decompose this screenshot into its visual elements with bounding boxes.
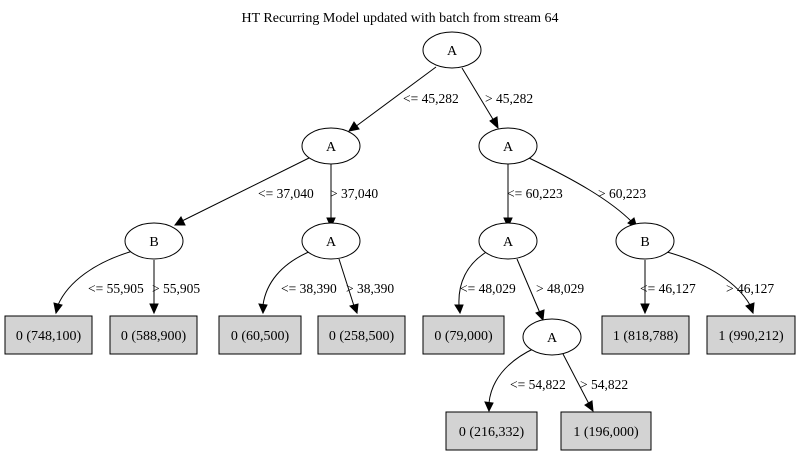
edge-lr-lrl [258,250,312,315]
leaf-rlrl: 0 (216,332) [445,411,538,451]
node-right: A [478,127,538,165]
edge-root-left [348,66,437,132]
node-rlr: A [522,318,582,356]
node-rr: B [615,222,675,260]
diagram-title: HT Recurring Model updated with batch fr… [242,11,559,26]
edge-label-ll-llr: > 55,905 [152,281,200,296]
leaf-rll: 0 (79,000) [422,315,505,355]
leaf-llr-label: 0 (588,900) [121,329,187,344]
edge-rl-rlr [516,258,545,322]
node-lr: A [301,222,361,260]
edge-rr-rrr [666,251,755,315]
edge-rl-rll [454,250,489,315]
leaf-lll-label: 0 (748,100) [16,329,82,344]
edge-label-root-right: > 45,282 [485,91,533,106]
node-rlr-label: A [547,331,558,346]
leaf-lll: 0 (748,100) [4,315,93,355]
leaf-rlrr: 1 (196,000) [560,411,652,451]
leaf-rll-label: 0 (79,000) [434,329,493,344]
edge-rlr-rlrr [562,353,594,413]
leaf-lrr: 0 (258,500) [317,315,406,355]
edge-label-rlr-rlrr: > 54,822 [580,377,628,392]
edge-ll-lll [53,250,134,315]
edge-label-ll-lll: <= 55,905 [88,281,144,296]
leaf-lrl-label: 0 (60,500) [231,329,290,344]
node-right-label: A [503,140,514,155]
leaf-rlrl-label: 0 (216,332) [459,425,525,440]
edge-label-left-ll: <= 37,040 [258,186,314,201]
leaf-lrl: 0 (60,500) [218,315,302,355]
node-rl-label: A [503,235,514,250]
edge-lr-lrr [338,258,359,315]
leaf-llr: 0 (588,900) [109,315,198,355]
node-root: A [422,31,482,69]
edge-label-rlr-rlrl: <= 54,822 [510,377,566,392]
leaf-rrr-label: 1 (990,212) [718,329,784,344]
node-ll: B [124,222,184,260]
edge-label-rr-rrr: > 46,127 [726,281,774,296]
node-lr-label: A [326,235,337,250]
edge-label-right-rl: <= 60,223 [507,186,563,201]
leaf-rrl-label: 1 (818,788) [613,329,679,344]
edge-label-right-rr: > 60,223 [598,186,646,201]
edge-left-ll [174,157,310,226]
leaf-rrl: 1 (818,788) [601,315,690,355]
node-ll-label: B [149,235,158,250]
leaf-rlrr-label: 1 (196,000) [573,425,639,440]
leaf-rrr: 1 (990,212) [706,315,796,355]
node-rr-label: B [640,235,649,250]
edge-label-rl-rll: <= 48,029 [460,281,516,296]
node-left: A [301,127,361,165]
edge-rlr-rlrl [484,347,536,413]
edge-label-lr-lrr: > 38,390 [346,281,394,296]
edge-label-rl-rlr: > 48,029 [536,281,584,296]
edge-rr-rrl [640,260,650,315]
node-left-label: A [326,140,337,155]
edge-ll-llr [149,260,159,315]
edge-label-rr-rrl: <= 46,127 [640,281,696,296]
edge-root-right [461,67,499,130]
edge-label-left-lr: > 37,040 [330,186,378,201]
leaf-lrr-label: 0 (258,500) [329,329,395,344]
edge-label-lr-lrl: <= 38,390 [281,281,337,296]
edge-label-root-left: <= 45,282 [403,91,459,106]
node-rl: A [478,222,538,260]
node-root-label: A [447,44,458,59]
